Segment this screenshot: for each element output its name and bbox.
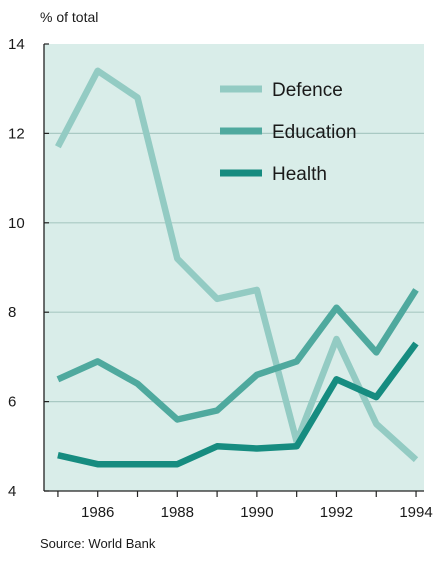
x-tick-label-1992: 1992 bbox=[320, 504, 353, 521]
legend-label-health: Health bbox=[272, 164, 327, 185]
series-lines bbox=[55, 67, 419, 468]
source-note: Source: World Bank bbox=[40, 536, 156, 551]
x-tick-label-1988: 1988 bbox=[161, 504, 194, 521]
x-tick-label-1990: 1990 bbox=[240, 504, 273, 521]
plot-background bbox=[44, 44, 424, 491]
y-tick-label-4: 4 bbox=[8, 483, 16, 500]
legend-label-education: Education bbox=[272, 122, 357, 143]
series-line-defence bbox=[55, 67, 419, 463]
y-tick-label-12: 12 bbox=[8, 125, 25, 142]
y-tick-label-6: 6 bbox=[8, 394, 16, 411]
x-tick-label-1994: 1994 bbox=[399, 504, 432, 521]
x-tick-label-1986: 1986 bbox=[81, 504, 114, 521]
y-axis-unit-label: % of total bbox=[40, 9, 98, 25]
legend-label-defence: Defence bbox=[272, 80, 343, 101]
legend: Defence Education Health bbox=[220, 80, 357, 185]
axes: 4 6 8 10 12 14 1986 1988 1990 1992 1994 bbox=[8, 36, 433, 521]
y-tick-label-14: 14 bbox=[8, 36, 25, 53]
y-tick-label-8: 8 bbox=[8, 304, 16, 321]
y-tick-label-10: 10 bbox=[8, 215, 25, 232]
series-line-education bbox=[56, 288, 419, 423]
series-line-health bbox=[57, 341, 419, 468]
